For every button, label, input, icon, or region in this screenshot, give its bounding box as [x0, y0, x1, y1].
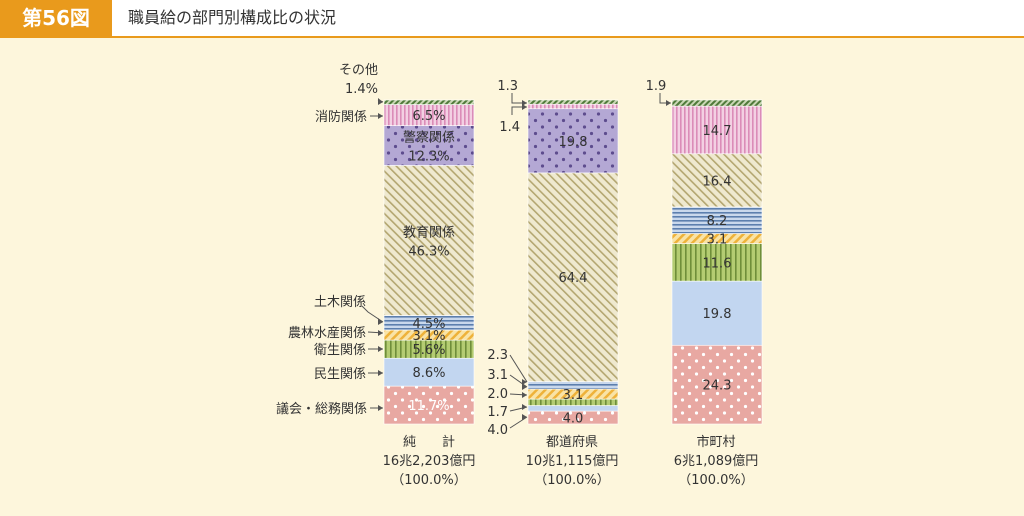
- col1-name: 純 計: [403, 434, 455, 450]
- bar-segment-col3-s1: [671, 280, 763, 346]
- segment-label-col3-s4: 8.2: [707, 214, 728, 229]
- callout-line-c3-top: [659, 93, 671, 104]
- bar-segment-col3-s2: [671, 243, 763, 282]
- col2-share: （100.0%）: [534, 473, 610, 488]
- segment-label-col1-s2: 5.6%: [412, 343, 445, 358]
- label-fire: 消防関係: [315, 109, 367, 125]
- segment-label-col2-s0: 4.0: [563, 412, 584, 427]
- category-labels: その他 1.4% 消防関係 土木関係 農林水産関係 衛生関係 民生関係 議会・総…: [276, 63, 378, 417]
- callout-line-c2-top: [511, 93, 527, 104]
- label-civil: 土木関係: [314, 295, 366, 310]
- col3-amount: 6兆1,089億円: [674, 453, 759, 469]
- c2-general-value: 4.0: [487, 423, 508, 438]
- segment-label-col3-s2: 11.6: [703, 256, 732, 271]
- col2-amount: 10兆1,115億円: [526, 453, 619, 469]
- col3-name: 市町村: [696, 434, 735, 450]
- label-general: 議会・総務関係: [276, 402, 367, 417]
- bar-segments: [383, 99, 763, 425]
- segment-value-labels: 11.7% 8.6% 5.6%3.1%4.5% 教育関係 46.3% 警察関係 12.3% 6…: [403, 109, 731, 426]
- bar-segment-col1-s8: [383, 99, 475, 105]
- segment-label-col1-s1: 8.6%: [412, 366, 445, 381]
- column-footers: 純 計 16兆2,203億円 （100.0%） 都道府県 10兆1,115億円 …: [383, 434, 759, 488]
- bar-segment-col1-s5: [383, 165, 475, 316]
- c2-agri-value: 3.1: [487, 368, 508, 383]
- label-health: 衛生関係: [314, 343, 366, 358]
- bar-segment-col3-s5: [671, 153, 763, 208]
- bar-segment-col3-s0: [671, 344, 763, 425]
- c2-other-value: 1.3: [497, 79, 518, 94]
- col3-share: （100.0%）: [678, 473, 754, 488]
- bar-segment-col2-s7: [527, 103, 619, 110]
- label-agri: 農林水産関係: [288, 325, 366, 341]
- segment-label-col1-s6: 警察関係 12.3%: [403, 130, 455, 165]
- segment-label-col3-s0: 24.3: [703, 379, 732, 394]
- segment-label-col2-s3: 3.1: [563, 388, 584, 403]
- bar-segment-col3-s4: [671, 206, 763, 234]
- segment-label-col1-s0: 11.7%: [408, 399, 449, 414]
- segment-label-col3-s1: 19.8: [703, 307, 732, 322]
- segment-label-col2-s6: 19.8: [559, 135, 588, 150]
- bar-segment-col2-s6: [527, 108, 619, 174]
- bar-segment-col1-s0: [383, 385, 475, 425]
- segment-label-col1-s3: 3.1%: [412, 329, 445, 344]
- col1-amount: 16兆2,203億円: [383, 453, 476, 469]
- c2-welfare-value: 1.7: [487, 405, 508, 420]
- label-other: その他: [339, 63, 378, 78]
- segment-label-col2-s5: 64.4: [559, 271, 588, 286]
- column2-small-labels: 1.3 1.4 2.3 3.1 2.0 1.7 4.0: [487, 79, 520, 438]
- bar-segment-col2-s5: [527, 172, 619, 382]
- segment-label-col3-s3: 3.1: [707, 233, 728, 248]
- segment-label-col1-s4: 4.5%: [412, 317, 445, 332]
- header-rule: [0, 36, 1024, 38]
- label-other-value: 1.4%: [345, 82, 378, 97]
- callout-line-c2-civil: [509, 354, 528, 383]
- segment-label-col3-s5: 16.4: [703, 174, 732, 189]
- bar-segment-col2-s1: [527, 405, 619, 412]
- label-welfare: 民生関係: [314, 367, 366, 382]
- c3-other-value: 1.9: [646, 79, 667, 94]
- bar-segment-col1-s1: [383, 357, 475, 387]
- callout-arrowheads: [378, 98, 671, 420]
- segment-label-col1-s7: 6.5%: [412, 109, 445, 124]
- figure-header: 第56図 職員給の部門別構成比の状況: [0, 0, 1024, 36]
- col1-share: （100.0%）: [391, 473, 467, 488]
- callout-line-c2-agri: [509, 374, 528, 388]
- c2-health-value: 2.0: [487, 387, 508, 402]
- bar-segment-col3-s7: [671, 105, 763, 155]
- bar-segment-col3-s8: [671, 99, 763, 107]
- col2-name: 都道府県: [546, 435, 598, 450]
- c2-civil-value: 2.3: [487, 348, 508, 363]
- bar-segment-col1-s6: [383, 125, 475, 166]
- callout-line-c2-general: [509, 416, 528, 429]
- bar-segment-col2-s8: [527, 99, 619, 105]
- segment-label-col1-s5: 教育関係 46.3%: [403, 225, 455, 260]
- c2-fire-value: 1.4: [499, 120, 520, 135]
- figure-title: 職員給の部門別構成比の状況: [128, 8, 337, 27]
- figure-number: 第56図: [0, 0, 112, 36]
- segment-label-col3-s7: 14.7: [703, 124, 732, 139]
